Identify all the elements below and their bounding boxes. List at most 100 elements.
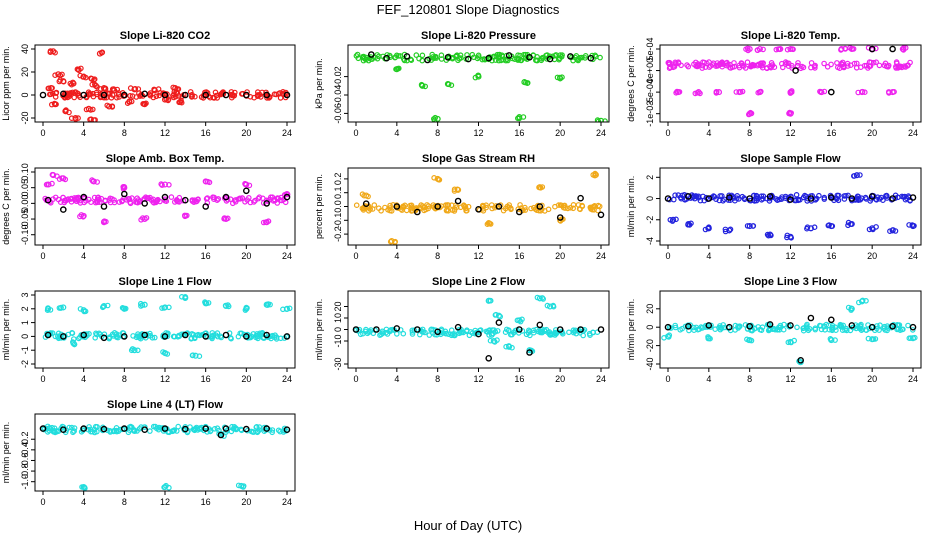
data-point: [733, 89, 740, 95]
black-series-point: [685, 322, 692, 330]
data-point: [559, 52, 565, 58]
data-point: [175, 423, 182, 430]
data-point: [566, 329, 572, 336]
x-tick-label: 4: [394, 374, 399, 384]
data-point: [230, 425, 237, 432]
data-point: [911, 334, 918, 341]
data-point: [785, 60, 792, 67]
x-tick-label: 16: [826, 251, 836, 261]
data-point: [464, 327, 470, 334]
x-tick-label: 20: [241, 251, 251, 261]
data-point: [829, 324, 836, 331]
data-point: [409, 331, 416, 337]
black-series-point: [161, 333, 169, 340]
data-point: [257, 330, 263, 337]
x-tick-label: 16: [201, 128, 211, 138]
y-tick-label: -0.8: [20, 463, 30, 479]
black-series-point: [39, 91, 47, 99]
data-point: [256, 424, 263, 430]
data-point: [158, 181, 165, 187]
data-point: [246, 195, 252, 201]
panel-frame: [34, 167, 296, 246]
panel-title: Slope Line 4 (LT) Flow: [107, 399, 223, 411]
panel-title: Slope Amb. Box Temp.: [106, 153, 225, 165]
data-point: [553, 330, 560, 337]
data-point: [189, 331, 195, 337]
data-point: [54, 428, 60, 434]
data-point: [804, 225, 810, 232]
data-point: [727, 226, 734, 233]
data-point: [444, 206, 451, 213]
data-point: [590, 329, 596, 336]
data-point: [107, 334, 113, 340]
data-point: [853, 172, 860, 179]
data-point: [88, 75, 94, 82]
black-series-point: [726, 323, 733, 331]
data-point: [371, 202, 378, 208]
data-point: [800, 327, 807, 334]
panel-10: Slope Line 4 (LT) Flow ml/min per min. 0 4 8…: [1, 399, 296, 507]
data-point: [579, 54, 585, 61]
x-tick-label: 12: [473, 128, 483, 138]
data-point: [760, 196, 766, 202]
black-series-point: [263, 200, 271, 207]
data-point: [885, 89, 892, 95]
data-point: [821, 88, 828, 95]
data-point: [855, 299, 862, 306]
y-tick-label: -2: [645, 216, 655, 224]
black-series-point: [828, 316, 835, 324]
x-tick-label: 12: [473, 374, 483, 384]
data-point: [165, 97, 171, 104]
data-point: [232, 199, 239, 205]
data-point: [46, 91, 53, 98]
panel-2: Slope Li-820 Pressure kPa per min. 0 4 8 12 16…: [314, 30, 610, 138]
black-series-point: [705, 195, 713, 202]
panel-title: Slope Line 1 Flow: [119, 276, 212, 288]
panel-points: [665, 45, 913, 118]
data-point: [210, 332, 217, 339]
data-point: [93, 330, 99, 337]
data-point: [710, 193, 717, 199]
black-series-point: [577, 326, 584, 333]
data-point: [813, 195, 820, 202]
data-point: [179, 293, 185, 300]
data-point: [92, 117, 98, 122]
data-point: [462, 203, 469, 210]
data-point: [228, 89, 235, 95]
data-point: [534, 294, 541, 301]
x-tick-label: 12: [785, 251, 795, 261]
data-point: [806, 325, 813, 332]
data-point: [558, 202, 565, 209]
data-point: [744, 59, 751, 66]
data-point: [489, 205, 495, 212]
data-point: [597, 54, 603, 61]
data-point: [79, 484, 85, 490]
black-series-point: [536, 321, 544, 329]
data-point: [271, 91, 278, 98]
data-point: [836, 65, 843, 72]
black-series-point: [664, 195, 672, 202]
data-point: [161, 484, 167, 491]
black-series-point: [352, 326, 360, 333]
data-point: [748, 337, 755, 344]
x-tick-label: 20: [555, 374, 565, 384]
data-point: [559, 330, 566, 337]
data-point: [196, 353, 203, 360]
data-point: [122, 305, 129, 312]
data-point: [114, 94, 120, 101]
black-series-point: [434, 203, 442, 210]
data-point: [487, 337, 494, 344]
data-point: [697, 197, 704, 204]
data-point: [570, 327, 577, 334]
data-point: [861, 62, 868, 69]
x-tick-label: 12: [785, 128, 795, 138]
black-series-point: [797, 356, 805, 364]
data-point: [356, 326, 363, 333]
black-series-point: [485, 54, 493, 62]
data-point: [280, 306, 286, 313]
black-series-point: [597, 326, 605, 333]
data-point: [102, 85, 109, 92]
data-point: [850, 46, 857, 52]
data-point: [225, 215, 231, 222]
